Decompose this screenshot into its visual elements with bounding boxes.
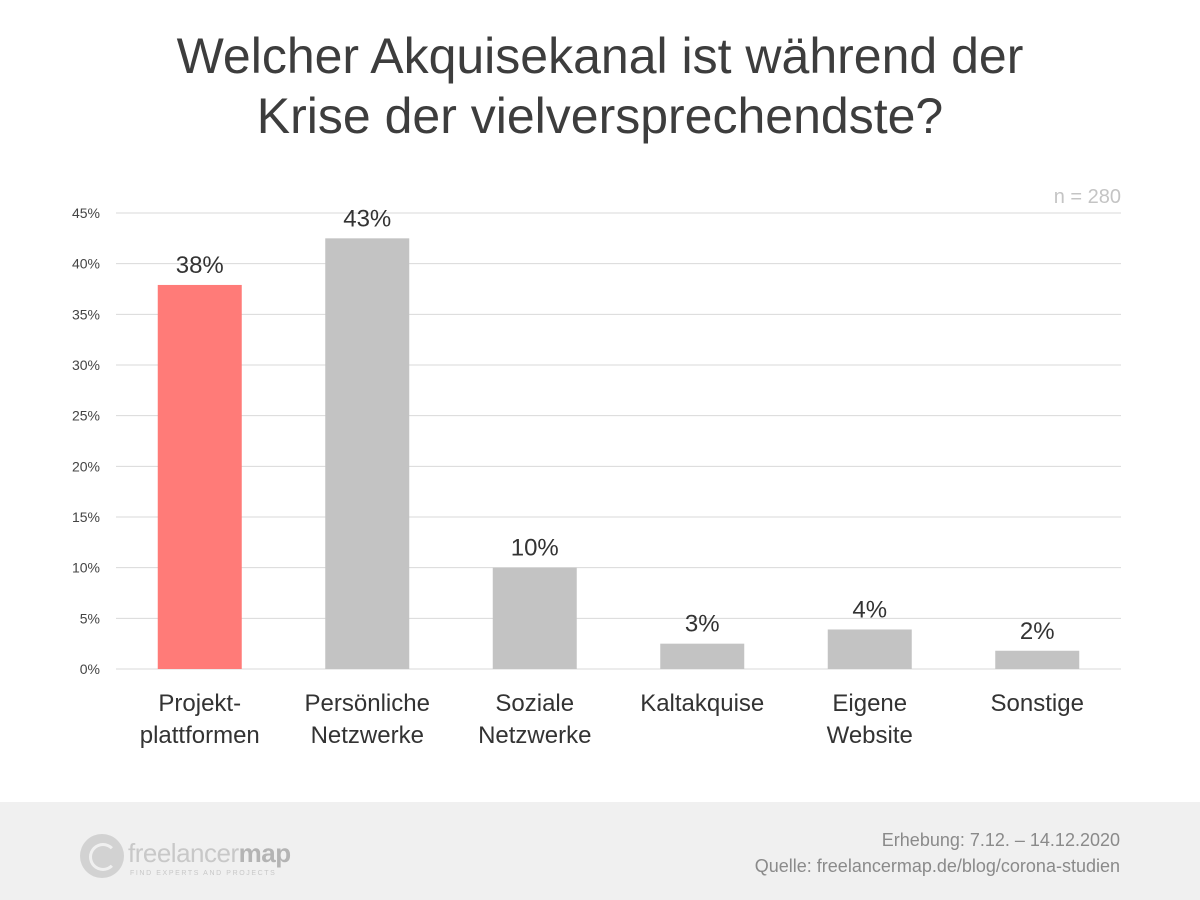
bar: [827, 629, 912, 669]
data-label: 38%: [176, 252, 224, 279]
bar: [157, 284, 242, 669]
sample-size-label: n = 280: [1054, 186, 1121, 208]
data-label: 43%: [343, 205, 391, 232]
logo-word-bold: map: [238, 838, 291, 868]
y-tick-label: 10%: [72, 560, 100, 576]
logo-wordmark: freelancermap: [128, 838, 291, 869]
x-tick-label-line: plattformen: [140, 722, 260, 749]
source-link[interactable]: Quelle: freelancermap.de/blog/corona-stu…: [754, 856, 1120, 876]
logo-tagline: FIND EXPERTS AND PROJECTS: [130, 870, 277, 877]
y-tick-label: 5%: [80, 610, 100, 626]
data-label: 3%: [685, 611, 720, 638]
footer: freelancermap FIND EXPERTS AND PROJECTS …: [0, 802, 1200, 900]
y-tick-label: 25%: [72, 408, 100, 424]
gridlines: [116, 212, 1121, 670]
bar: [325, 238, 410, 669]
x-tick-label: Projekt-plattformen: [140, 690, 260, 749]
chart-title-line-2: Krise der vielversprechendste?: [256, 88, 944, 144]
y-tick-label: 15%: [72, 509, 100, 525]
bar: [660, 643, 745, 669]
x-tick-label-line: Eigene: [832, 690, 907, 717]
y-axis-ticks: 0% 5% 10% 15% 20% 25% 30% 35% 40% 45%: [72, 205, 100, 677]
x-tick-label: Persönliche Netzwerke: [305, 690, 430, 749]
x-tick-label-line: Persönliche: [305, 690, 430, 717]
x-tick-label-line: Projekt-: [158, 690, 241, 717]
data-labels: 38% 43% 10% 3% 4% 2%: [176, 205, 1055, 644]
y-tick-label: 40%: [72, 256, 100, 272]
data-label: 4%: [852, 596, 887, 623]
logo-mark-icon: [80, 834, 124, 878]
data-label: 10%: [511, 535, 559, 562]
x-tick-label-line: Website: [827, 722, 913, 749]
data-label: 2%: [1020, 618, 1055, 645]
x-tick-label-line: Netzwerke: [311, 722, 424, 749]
bars: [157, 238, 1080, 669]
bar-chart: 0% 5% 10% 15% 20% 25% 30% 35% 40% 45% 38% 43% 10% 3%…: [72, 186, 1121, 749]
y-tick-label: 45%: [72, 205, 100, 221]
chart-title-line-1: Welcher Akquisekanal ist während der: [176, 28, 1024, 84]
x-tick-label: Soziale Netzwerke: [478, 690, 591, 749]
x-tick-label-line: Netzwerke: [478, 722, 591, 749]
x-tick-label-line: Sonstige: [991, 690, 1084, 717]
y-tick-label: 0%: [80, 661, 100, 677]
bar: [492, 567, 577, 669]
x-tick-label: Sonstige: [991, 690, 1084, 717]
freelancermap-logo[interactable]: freelancermap FIND EXPERTS AND PROJECTS: [80, 832, 340, 884]
y-tick-label: 35%: [72, 306, 100, 322]
x-tick-label: Eigene Website: [827, 690, 913, 749]
x-tick-label: Kaltakquise: [640, 690, 764, 717]
x-tick-label-line: Soziale: [495, 690, 574, 717]
y-tick-label: 20%: [72, 458, 100, 474]
survey-period: Erhebung: 7.12. – 14.12.2020: [881, 830, 1120, 850]
logo-word-light: freelancer: [128, 838, 239, 868]
chart-title: Welcher Akquisekanal ist während der Kri…: [0, 26, 1200, 146]
y-tick-label: 30%: [72, 357, 100, 373]
x-tick-label-line: Kaltakquise: [640, 690, 764, 717]
bar: [995, 650, 1080, 669]
source-info: Erhebung: 7.12. – 14.12.2020 Quelle: fre…: [755, 827, 1120, 879]
